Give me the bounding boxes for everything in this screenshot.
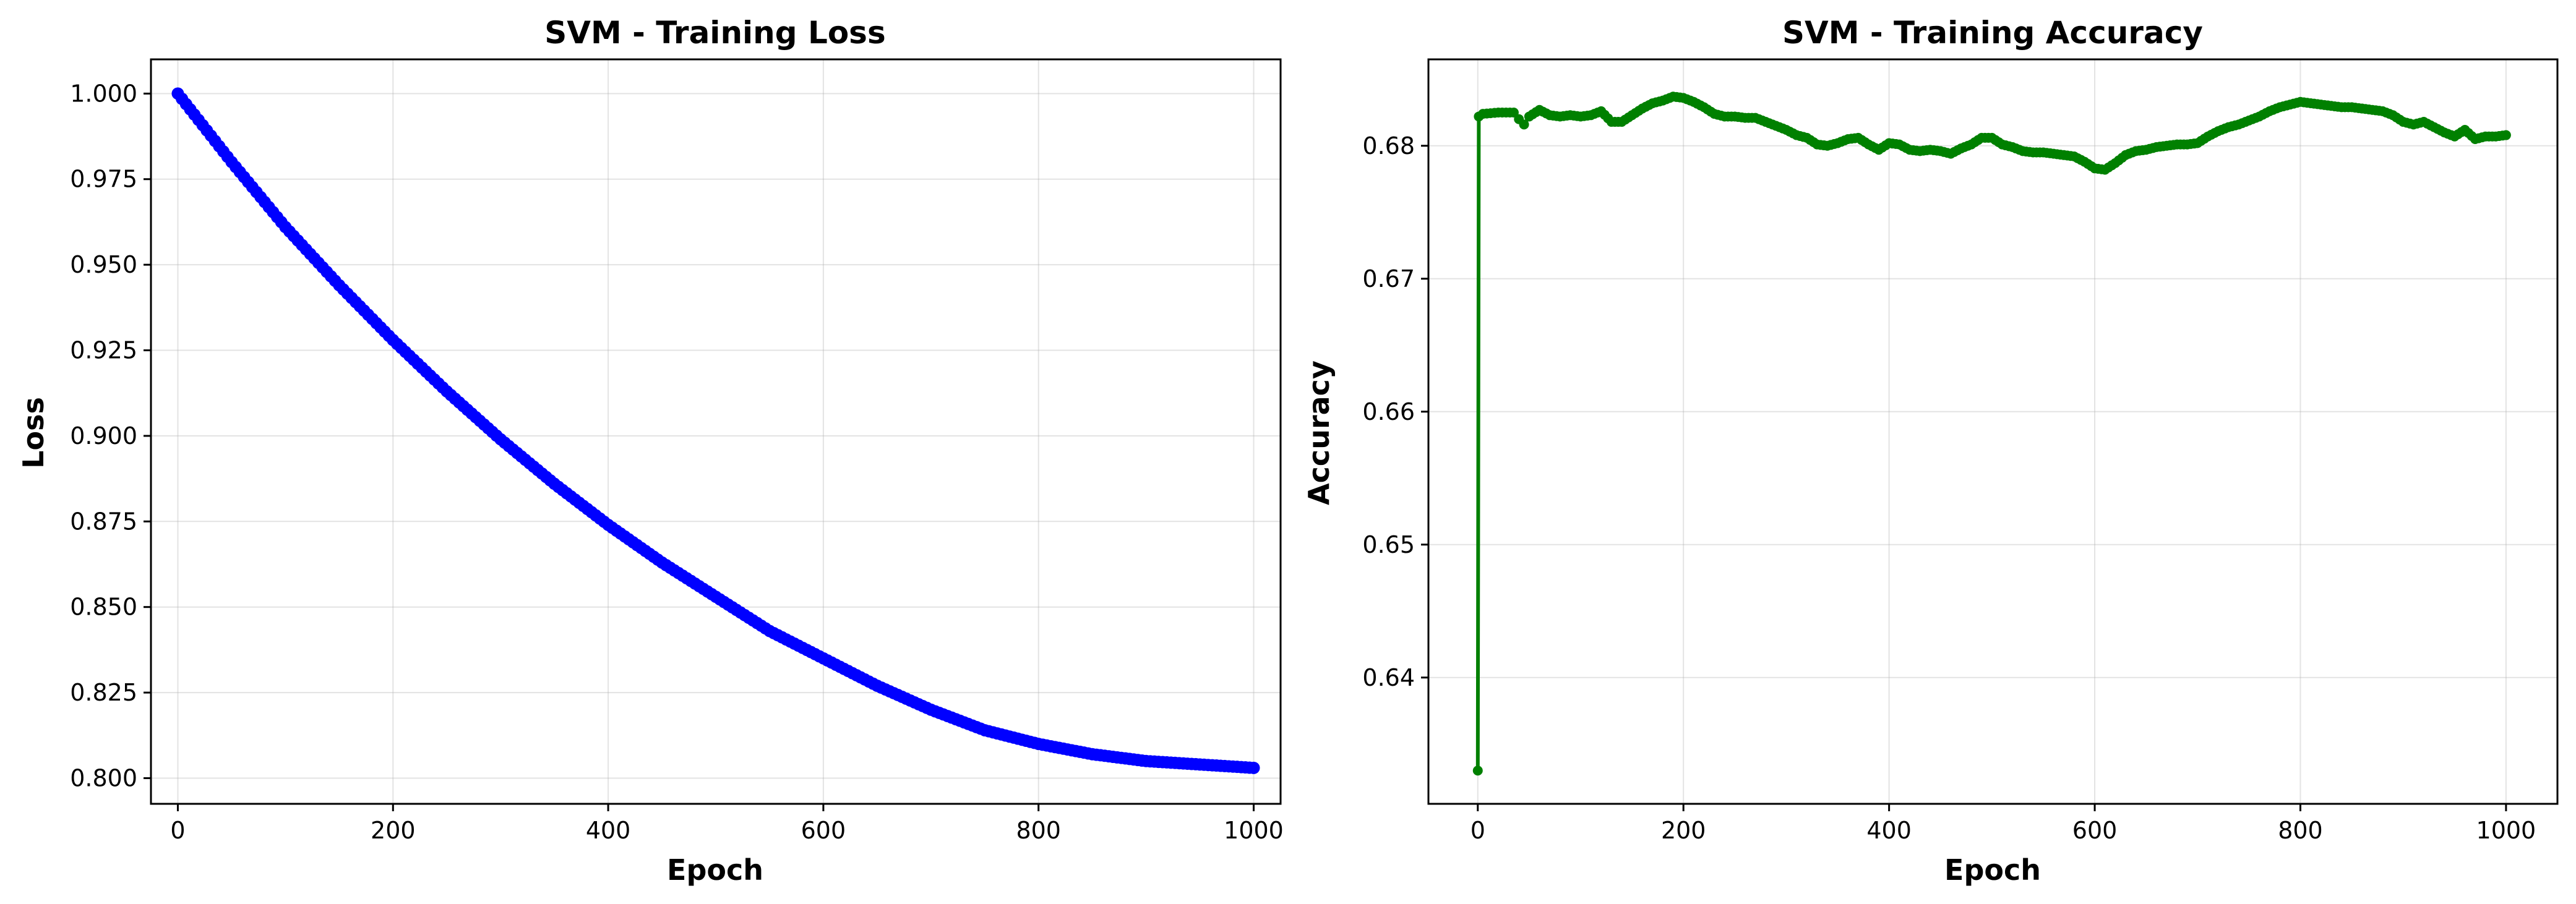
loss-y-tick-label: 1.000: [70, 80, 137, 107]
accuracy-plot-frame: [1427, 58, 2559, 805]
loss-data-point: [1247, 761, 1260, 774]
accuracy-x-tick-label: 0: [1470, 817, 1485, 844]
loss-y-tick-label: 0.925: [70, 337, 137, 364]
accuracy-chart-title: SVM - Training Accuracy: [1782, 15, 2203, 51]
accuracy-series-line: [1475, 95, 2508, 773]
loss-x-tick-label: 800: [1016, 817, 1061, 844]
loss-y-tick-label: 0.900: [70, 422, 137, 450]
accuracy-x-tick-label: 200: [1661, 817, 1706, 844]
accuracy-x-tick-label: 1000: [2476, 817, 2536, 844]
loss-y-tick-label: 0.975: [70, 166, 137, 193]
loss-x-tick-label: 200: [371, 817, 416, 844]
loss-x-tick-label: 0: [170, 817, 185, 844]
accuracy-y-tick-label: 0.67: [1362, 265, 1415, 292]
accuracy-y-axis-label: Accuracy: [1302, 360, 1336, 505]
accuracy-data-point: [2501, 130, 2511, 140]
loss-chart-title: SVM - Training Loss: [544, 15, 885, 51]
accuracy-x-tick-label: 600: [2072, 817, 2118, 844]
accuracy-y-tick-label: 0.68: [1362, 132, 1415, 160]
loss-x-tick-label: 400: [586, 817, 631, 844]
accuracy-y-tick-label: 0.66: [1362, 398, 1415, 425]
loss-y-tick-label: 0.800: [70, 764, 137, 791]
loss-x-axis-label: Epoch: [667, 853, 763, 887]
loss-y-tick-label: 0.875: [70, 508, 137, 535]
loss-x-tick-label: 600: [801, 817, 846, 844]
loss-chart: SVM - Training Loss 0 200 400 600 800 1000 0.8…: [17, 15, 1284, 887]
accuracy-chart: SVM - Training Accuracy 0 200 400 600 800 100…: [1302, 15, 2559, 887]
loss-plot-frame: [150, 58, 1282, 805]
loss-series-line: [176, 92, 1256, 770]
accuracy-data-point: [1519, 119, 1529, 130]
loss-y-tick-label: 0.850: [70, 594, 137, 621]
loss-x-tick-label: 1000: [1224, 817, 1284, 844]
loss-y-tick-label: 0.950: [70, 251, 137, 278]
accuracy-data-point: [1508, 108, 1519, 117]
accuracy-y-tick-label: 0.65: [1362, 531, 1415, 558]
loss-y-tick-label: 0.825: [70, 679, 137, 706]
loss-y-axis-label: Loss: [17, 397, 50, 469]
accuracy-x-axis-label: Epoch: [1944, 853, 2041, 887]
accuracy-data-point: [1472, 765, 1483, 776]
accuracy-y-tick-label: 0.64: [1362, 664, 1415, 691]
accuracy-x-tick-label: 400: [1866, 817, 1912, 844]
accuracy-x-tick-label: 800: [2278, 817, 2323, 844]
